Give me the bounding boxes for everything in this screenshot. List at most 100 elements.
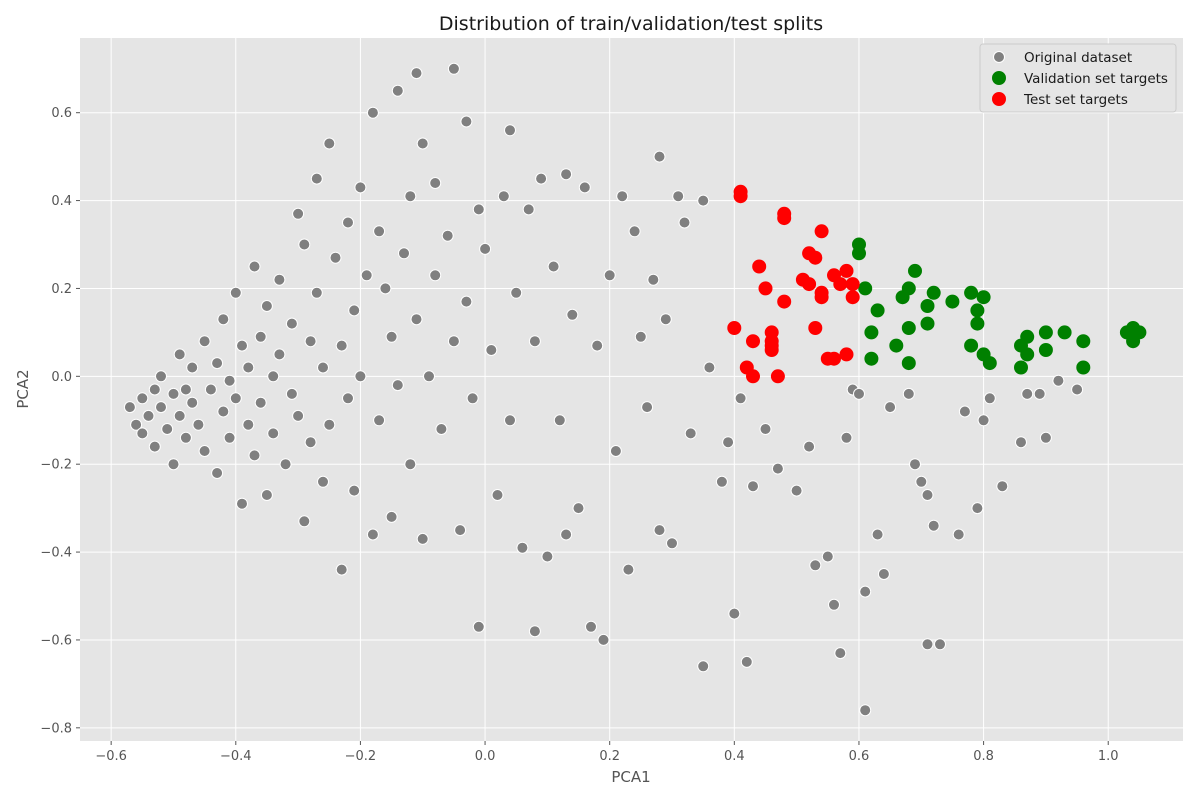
original-point (1052, 374, 1065, 387)
original-point (304, 436, 317, 449)
original-point (441, 229, 454, 242)
original-point (360, 269, 373, 282)
original-point (971, 502, 984, 515)
validation-point (964, 285, 979, 300)
original-point (653, 150, 666, 163)
validation-point (970, 316, 985, 331)
original-point (572, 502, 585, 515)
original-point (840, 431, 853, 444)
original-point (366, 528, 379, 541)
validation-point (1076, 360, 1091, 375)
original-point (528, 335, 541, 348)
original-point (348, 484, 361, 497)
original-point (155, 401, 167, 414)
original-point (510, 286, 523, 299)
original-point (560, 168, 573, 181)
test-point (752, 259, 767, 274)
original-point (391, 84, 404, 97)
test-point (833, 277, 848, 292)
original-point (348, 304, 361, 317)
x-tick-label: −0.4 (220, 749, 252, 764)
original-point (859, 585, 872, 598)
original-point (404, 458, 417, 471)
validation-point (945, 294, 960, 309)
original-point (715, 475, 728, 488)
test-point (839, 263, 854, 278)
original-point (335, 563, 348, 576)
original-point (952, 528, 965, 541)
original-point (472, 620, 485, 633)
validation-point (1038, 325, 1053, 340)
original-point (460, 295, 473, 308)
y-tick-label: 0.6 (51, 106, 72, 121)
original-point (236, 339, 248, 352)
original-point (223, 431, 236, 444)
original-point (740, 655, 753, 668)
original-point (902, 387, 915, 400)
original-point (179, 431, 192, 444)
validation-point (852, 246, 866, 261)
original-point (834, 647, 847, 660)
original-point (273, 348, 286, 361)
validation-point (926, 285, 941, 300)
original-point (996, 480, 1009, 493)
original-point (853, 387, 865, 400)
validation-point (864, 325, 879, 340)
original-point (186, 361, 199, 374)
test-point (746, 334, 760, 349)
original-point (884, 401, 897, 414)
test-point (845, 290, 860, 305)
original-point (609, 445, 622, 457)
validation-point (1076, 334, 1091, 349)
original-point (504, 414, 516, 427)
x-tick-label: −0.6 (95, 749, 127, 764)
original-point (423, 370, 435, 383)
test-point (777, 206, 792, 221)
original-point (260, 300, 273, 312)
original-point (472, 203, 485, 216)
original-point (148, 383, 161, 396)
original-point (123, 401, 136, 414)
y-tick-label: 0.2 (51, 282, 72, 297)
original-point (653, 524, 666, 537)
test-point (764, 343, 779, 357)
original-point (553, 414, 566, 427)
x-tick-label: 1.0 (1098, 749, 1119, 764)
validation-point (976, 290, 991, 305)
test-point (802, 277, 817, 292)
validation-point (889, 338, 904, 353)
original-point (697, 660, 710, 673)
original-point (267, 370, 280, 383)
x-tick-label: 0.4 (724, 749, 745, 764)
x-tick-label: 0.6 (849, 749, 870, 764)
original-point (1071, 383, 1084, 396)
original-point (734, 392, 747, 405)
original-point (1033, 387, 1046, 400)
original-point (273, 273, 286, 286)
x-tick-label: 0.0 (475, 749, 496, 764)
original-point (578, 181, 591, 194)
original-point (279, 458, 292, 471)
y-tick-label: −0.4 (40, 546, 72, 561)
validation-point (1057, 325, 1072, 340)
original-point (497, 190, 510, 203)
validation-point (901, 281, 916, 296)
test-point (733, 189, 748, 204)
original-point (186, 396, 199, 409)
original-point (173, 348, 186, 361)
original-point (242, 361, 255, 374)
chart-title: Distribution of train/validation/test sp… (439, 13, 823, 35)
original-point (560, 528, 573, 541)
original-point (366, 106, 379, 119)
original-point (597, 633, 610, 646)
original-point (790, 484, 803, 497)
validation-point (970, 303, 985, 318)
original-point (260, 489, 273, 501)
original-point (373, 225, 386, 238)
test-point (758, 281, 773, 296)
original-point (603, 269, 616, 282)
original-point (379, 282, 392, 295)
original-point (771, 462, 784, 475)
original-point (803, 440, 816, 453)
original-point (242, 418, 255, 431)
